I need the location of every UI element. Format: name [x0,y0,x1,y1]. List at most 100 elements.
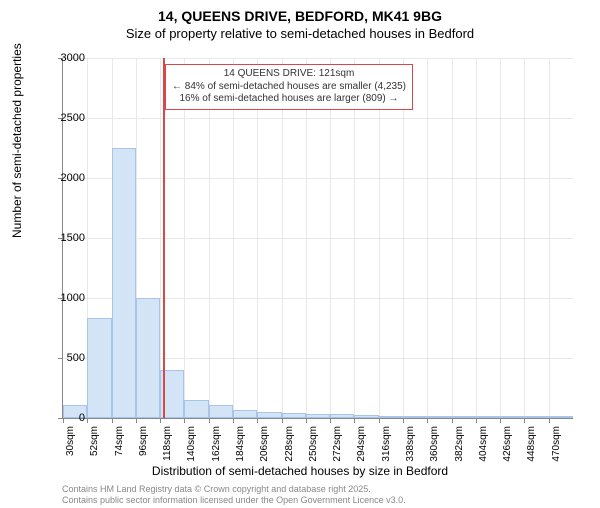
xtick-label: 52sqm [89,426,100,456]
xtick-label: 140sqm [186,426,197,462]
xtick-label: 162sqm [211,426,222,462]
gridline-v [306,58,307,418]
gridline-v [282,58,283,418]
gridline-v [160,58,161,418]
xtick [330,418,331,423]
bar [500,416,524,418]
x-axis-label: Distribution of semi-detached houses by … [0,464,600,478]
ytick-label: 0 [45,412,85,424]
footer-attribution: Contains HM Land Registry data © Crown c… [62,484,406,506]
xtick-label: 470sqm [551,426,562,462]
gridline-v [427,58,428,418]
gridline-h [63,58,573,59]
xtick [524,418,525,423]
xtick [160,418,161,423]
ytick-label: 2500 [45,112,85,124]
xtick-label: 184sqm [235,426,246,462]
bar [549,416,573,418]
xtick [184,418,185,423]
annotation-line2: ← 84% of semi-detached houses are smalle… [172,81,406,94]
xtick-label: 272sqm [332,426,343,462]
gridline-h [63,238,573,239]
xtick [476,418,477,423]
xtick-label: 30sqm [65,426,76,456]
bar [282,413,306,418]
xtick [403,418,404,423]
bar [184,400,208,418]
xtick-label: 382sqm [454,426,465,462]
xtick [136,418,137,423]
xtick-label: 118sqm [162,426,173,461]
xtick-label: 74sqm [114,426,125,456]
xtick [379,418,380,423]
bar [354,415,378,418]
xtick [354,418,355,423]
xtick [452,418,453,423]
gridline-v [233,58,234,418]
xtick-label: 316sqm [381,426,392,462]
bar [524,416,548,418]
gridline-v [452,58,453,418]
gridline-v [354,58,355,418]
ytick-label: 500 [45,352,85,364]
bar [233,410,257,418]
xtick-label: 228sqm [284,426,295,462]
y-axis-label: Number of semi-detached properties [10,43,24,238]
bar [136,298,160,418]
gridline-v [549,58,550,418]
bar [379,416,403,418]
xtick-label: 206sqm [259,426,270,462]
xtick [209,418,210,423]
xtick [500,418,501,423]
gridline-v [524,58,525,418]
bar [257,412,281,418]
ytick-label: 1000 [45,292,85,304]
gridline-v [500,58,501,418]
xtick-label: 448sqm [526,426,537,462]
chart-container: 14, QUEENS DRIVE, BEDFORD, MK41 9BG Size… [0,8,600,508]
plot: 14 QUEENS DRIVE: 121sqm← 84% of semi-det… [62,58,573,419]
xtick [306,418,307,423]
xtick-label: 250sqm [308,426,319,462]
xtick [257,418,258,423]
gridline-h [63,178,573,179]
gridline-v [184,58,185,418]
title-sub: Size of property relative to semi-detach… [0,26,600,41]
bar [306,414,330,418]
xtick [282,418,283,423]
xtick-label: 360sqm [429,426,440,462]
bar [427,416,451,418]
chart-area: 14 QUEENS DRIVE: 121sqm← 84% of semi-det… [62,58,572,418]
bar [403,416,427,418]
gridline-v [209,58,210,418]
xtick-label: 426sqm [502,426,513,462]
footer-line1: Contains HM Land Registry data © Crown c… [62,484,406,495]
annotation-box: 14 QUEENS DRIVE: 121sqm← 84% of semi-det… [165,64,413,110]
xtick-label: 96sqm [138,426,149,456]
xtick [549,418,550,423]
xtick [233,418,234,423]
bar [209,405,233,418]
gridline-v [403,58,404,418]
ytick-label: 1500 [45,232,85,244]
bar [476,416,500,418]
xtick-label: 404sqm [478,426,489,462]
annotation-line1: 14 QUEENS DRIVE: 121sqm [172,68,406,81]
gridline-v [257,58,258,418]
gridline-v [379,58,380,418]
ytick-label: 2000 [45,172,85,184]
xtick [427,418,428,423]
xtick [87,418,88,423]
xtick [112,418,113,423]
gridline-v [476,58,477,418]
bar [87,318,111,418]
marker-line [163,58,164,418]
ytick-label: 3000 [45,52,85,64]
bar [330,414,354,418]
bar [452,416,476,418]
bar [112,148,136,418]
gridline-h [63,118,573,119]
title-main: 14, QUEENS DRIVE, BEDFORD, MK41 9BG [0,8,600,24]
annotation-line3: 16% of semi-detached houses are larger (… [172,93,406,106]
xtick-label: 294sqm [356,426,367,462]
